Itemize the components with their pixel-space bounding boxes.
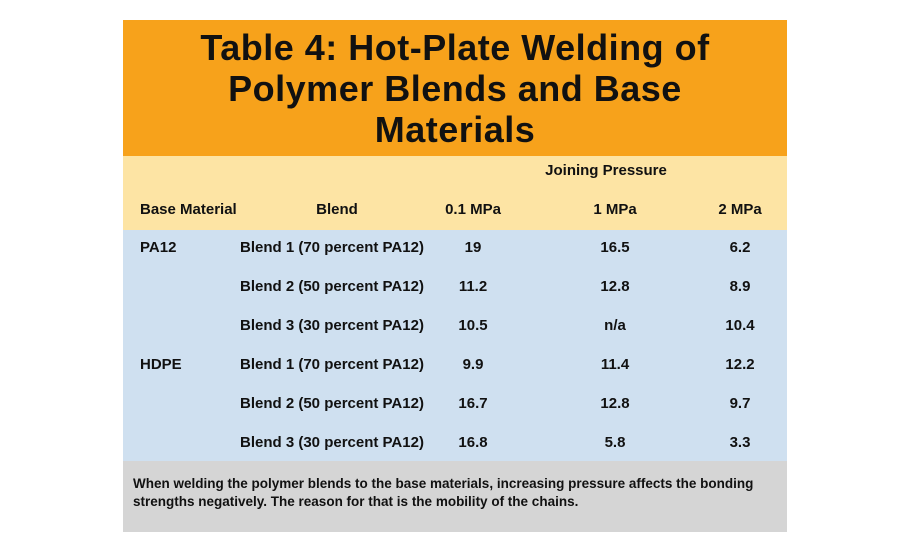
table-footnote: When welding the polymer blends to the b… (133, 476, 754, 509)
cell-blend: Blend 1 (70 percent PA12) (240, 239, 424, 256)
cell-blend: Blend 3 (30 percent PA12) (240, 434, 424, 451)
joining-pressure-header: Joining Pressure (545, 162, 667, 179)
header-1-mpa: 1 MPa (593, 201, 637, 218)
cell-blend: Blend 1 (70 percent PA12) (240, 356, 424, 373)
header-base-material: Base Material (140, 201, 237, 218)
cell-2-mpa: 10.4 (725, 317, 755, 334)
cell-2-mpa: 3.3 (729, 434, 751, 451)
cell-blend: Blend 3 (30 percent PA12) (240, 317, 424, 334)
table-card: Table 4: Hot-Plate Welding of Polymer Bl… (123, 20, 787, 532)
header-0-1-mpa: 0.1 MPa (445, 201, 501, 218)
cell-2-mpa: 6.2 (729, 239, 751, 256)
cell-0-1-mpa: 19 (464, 239, 482, 256)
cell-base-material: PA12 (140, 239, 177, 256)
cell-1-mpa: 12.8 (600, 395, 630, 412)
cell-1-mpa: n/a (604, 317, 626, 334)
cell-0-1-mpa: 16.8 (458, 434, 488, 451)
title-band: Table 4: Hot-Plate Welding of Polymer Bl… (123, 20, 787, 156)
cell-1-mpa: 11.4 (600, 356, 630, 373)
cell-blend: Blend 2 (50 percent PA12) (240, 395, 424, 412)
cell-0-1-mpa: 11.2 (458, 278, 488, 295)
cell-0-1-mpa: 16.7 (458, 395, 488, 412)
cell-2-mpa: 12.2 (725, 356, 755, 373)
header-2-mpa: 2 MPa (718, 201, 762, 218)
cell-0-1-mpa: 9.9 (462, 356, 484, 373)
cell-2-mpa: 8.9 (729, 278, 751, 295)
cell-2-mpa: 9.7 (729, 395, 751, 412)
table-header: Joining Pressure Base Material Blend 0.1… (123, 156, 787, 230)
cell-1-mpa: 12.8 (600, 278, 630, 295)
cell-1-mpa: 16.5 (600, 239, 630, 256)
table-title: Table 4: Hot-Plate Welding of Polymer Bl… (200, 26, 710, 150)
footnote-band: When welding the polymer blends to the b… (123, 461, 787, 532)
cell-blend: Blend 2 (50 percent PA12) (240, 278, 424, 295)
cell-0-1-mpa: 10.5 (458, 317, 488, 334)
cell-base-material: HDPE (140, 356, 182, 373)
header-blend: Blend (316, 201, 358, 218)
cell-1-mpa: 5.8 (604, 434, 626, 451)
table-body: PA12 Blend 1 (70 percent PA12) 19 16.5 6… (123, 230, 787, 461)
